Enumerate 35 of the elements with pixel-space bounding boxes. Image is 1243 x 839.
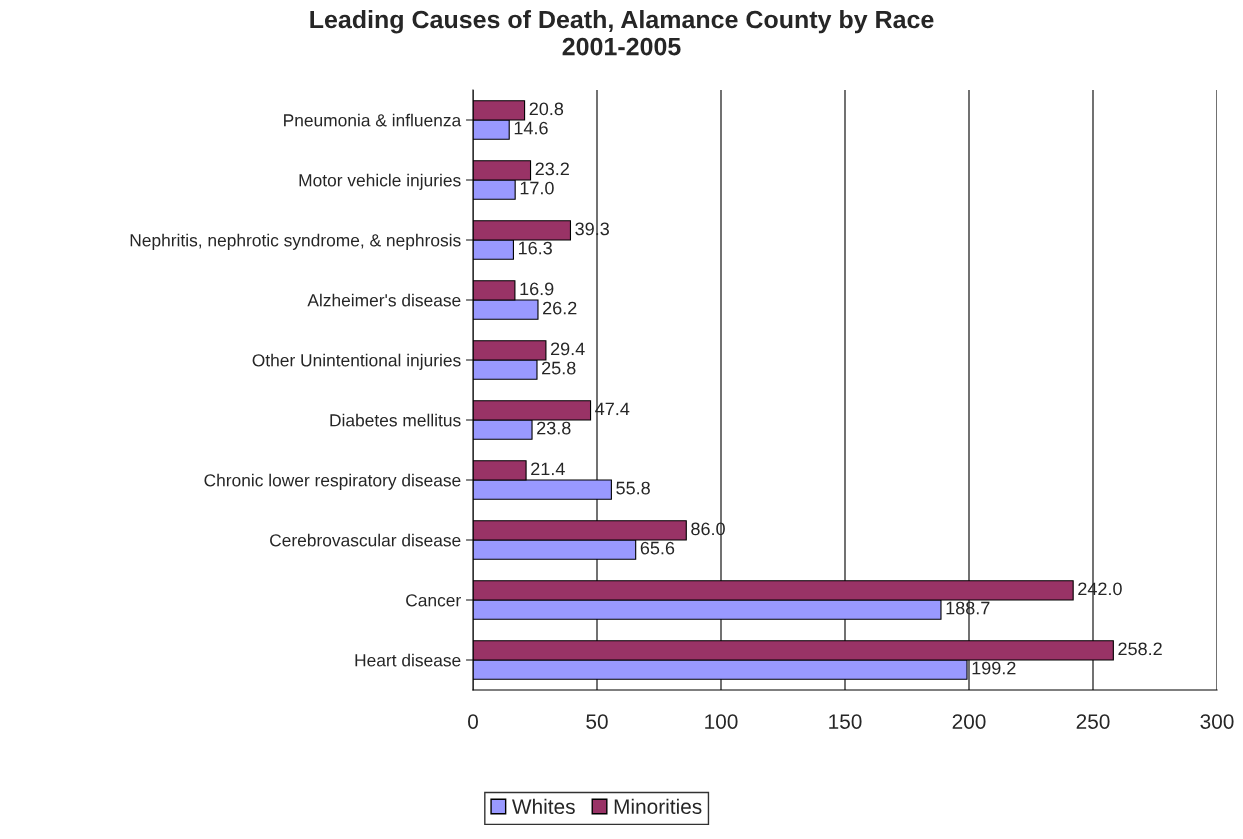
data-label: 65.6 — [640, 541, 675, 555]
y-tick-label: Cancer — [406, 594, 461, 607]
x-tick-label: 200 — [952, 714, 986, 729]
x-tick-label: 0 — [468, 714, 478, 729]
data-label: 20.8 — [529, 102, 564, 116]
data-label: 55.8 — [616, 481, 650, 495]
data-label: 26.2 — [543, 301, 577, 315]
y-tick-label: Diabetes mellitus — [330, 413, 461, 427]
y-tick-label: Motor vehicle injuries — [299, 173, 461, 190]
data-label: 16.9 — [520, 282, 554, 296]
x-tick-label: 50 — [586, 714, 608, 729]
data-label: 258.2 — [1118, 642, 1162, 656]
data-label: 16.3 — [518, 241, 552, 255]
data-label: 17.0 — [520, 181, 554, 195]
y-tick-label: Heart disease — [355, 653, 461, 667]
y-tick-label: Alzheimer's disease — [307, 293, 461, 307]
x-tick-label: 150 — [829, 714, 862, 729]
legend-label: Minorities — [614, 798, 702, 815]
legend-label: Whites — [511, 798, 575, 815]
data-label: 23.8 — [537, 421, 571, 435]
x-tick-label: 300 — [1200, 714, 1234, 729]
data-label: 14.6 — [514, 121, 548, 135]
chart-title: Leading Causes of Death, Alamance County by Race 2001-2005 — [310, 10, 934, 56]
y-tick-label: Nephritis, nephrotic syndrome, & nephrosis — [130, 233, 461, 250]
y-tick-label: Cerebrovascular disease — [270, 533, 461, 547]
x-tick-label: 250 — [1076, 714, 1110, 729]
y-tick-label: Chronic lower respiratory disease — [204, 473, 461, 490]
y-tick-label: Pneumonia & influenza — [284, 113, 462, 127]
x-tick-label: 100 — [705, 714, 738, 729]
data-label: 25.8 — [542, 361, 576, 375]
data-label: 29.4 — [550, 342, 585, 356]
data-label: 199.2 — [972, 661, 1016, 675]
data-label: 23.2 — [535, 162, 569, 176]
y-tick-label: Other Unintentional injuries — [252, 353, 461, 370]
data-label: 21.4 — [531, 462, 565, 476]
